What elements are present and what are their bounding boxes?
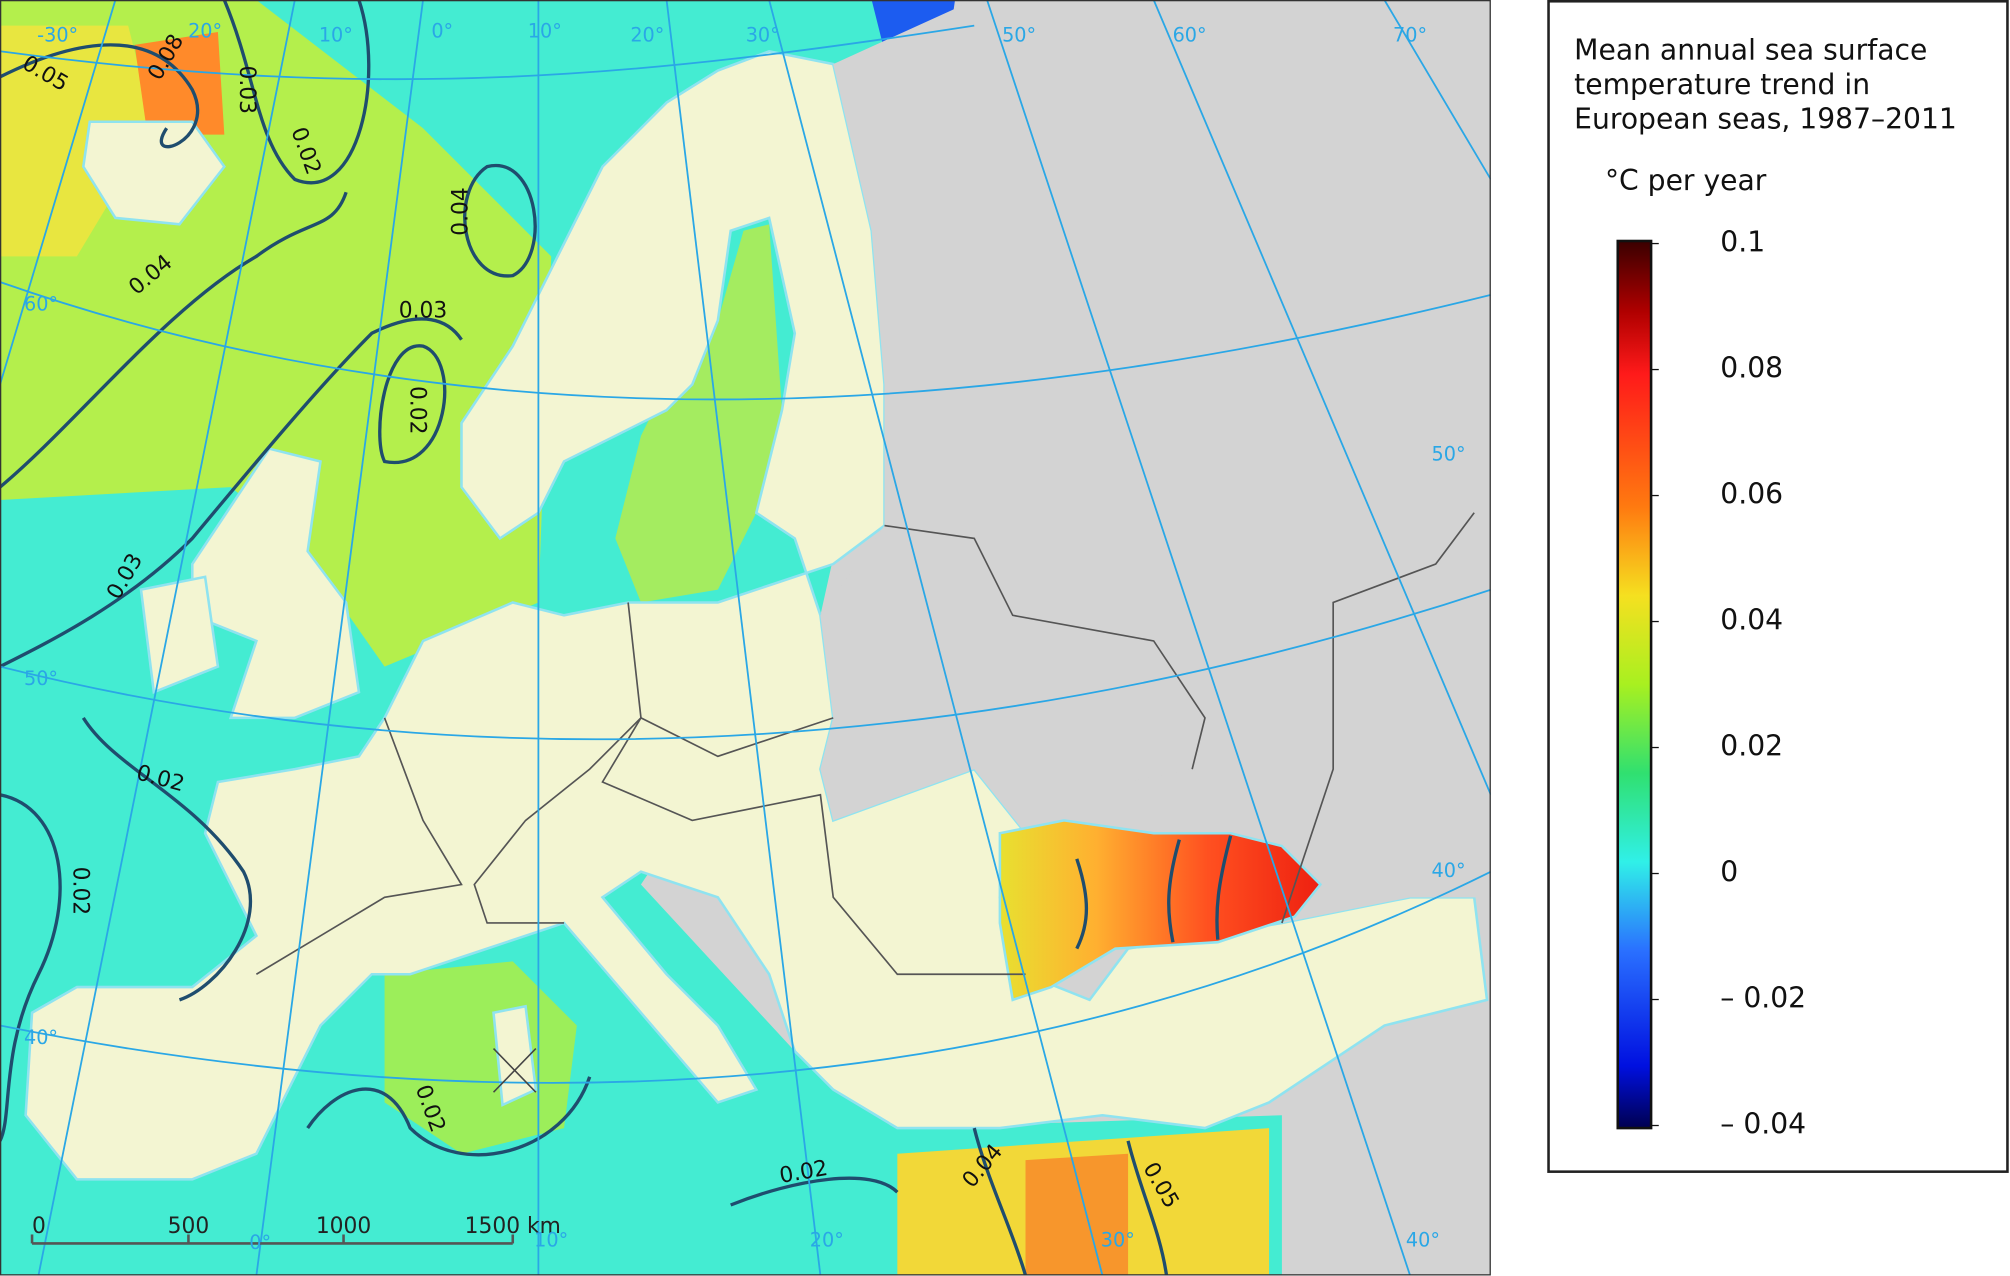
graticule-label: 20° bbox=[810, 1228, 844, 1251]
colorbar bbox=[1616, 239, 1653, 1130]
graticule bbox=[986, 0, 1411, 1276]
scale-bar-label: 1500 km bbox=[465, 1214, 561, 1239]
graticule bbox=[0, 870, 1491, 1084]
contour bbox=[0, 191, 348, 489]
graticule-label: 40° bbox=[24, 1026, 58, 1049]
graticule bbox=[665, 0, 822, 1276]
contour bbox=[1167, 839, 1181, 943]
graticule-label: 40° bbox=[1432, 859, 1466, 882]
sea-warm-patch bbox=[0, 25, 154, 257]
legend-title: Mean annual sea surface bbox=[1574, 33, 1927, 66]
contour bbox=[222, 0, 371, 185]
graticule bbox=[0, 588, 1491, 741]
graticule-label: 50° bbox=[1432, 443, 1466, 466]
graticule-label: 0° bbox=[431, 20, 453, 43]
scale-bar-label: 500 bbox=[168, 1214, 210, 1239]
graticule-label: 50° bbox=[24, 667, 58, 690]
legend-title: European seas, 1987–2011 bbox=[1574, 102, 1957, 135]
graticule bbox=[0, 0, 117, 385]
colorbar-tick-label: 0.02 bbox=[1720, 730, 1783, 763]
colorbar-tick-label: – 0.02 bbox=[1720, 982, 1806, 1015]
graticule bbox=[255, 0, 424, 1276]
graticule-label: 10° bbox=[534, 1228, 568, 1251]
marker bbox=[492, 1048, 537, 1093]
contour-label: 0.02 bbox=[67, 867, 92, 916]
contour bbox=[1215, 835, 1233, 940]
land bbox=[24, 49, 1489, 1181]
contour-label: 0.02 bbox=[405, 386, 430, 435]
graticule-label: 10° bbox=[528, 20, 562, 43]
land-east bbox=[820, 0, 1491, 923]
graticule-label: 40° bbox=[1406, 1228, 1440, 1251]
graticule bbox=[0, 24, 975, 81]
graticule-label: 60° bbox=[1173, 23, 1207, 46]
legend-title: temperature trend in bbox=[1574, 68, 1870, 101]
scale-bar: 0 500 1000 1500 km bbox=[30, 1214, 561, 1245]
land bbox=[81, 120, 226, 226]
contour bbox=[306, 1076, 592, 1157]
sea-hot-patch bbox=[1025, 1153, 1129, 1276]
contour bbox=[463, 163, 537, 278]
sea-hot-patch bbox=[134, 32, 225, 135]
legend-unit: °C per year bbox=[1605, 164, 1767, 197]
graticule-label: 50° bbox=[1002, 23, 1036, 46]
contour-label: 0.03 bbox=[399, 299, 448, 324]
graticule-label: 30° bbox=[1101, 1228, 1135, 1251]
colorbar-tick-label: 0.1 bbox=[1720, 226, 1765, 259]
map: 0 500 1000 1500 km 0.05 0.080.030.020.040.04… bbox=[0, 0, 1491, 1276]
contour bbox=[730, 1176, 899, 1207]
graticule bbox=[1383, 0, 1491, 180]
graticule-label: 10° bbox=[319, 23, 353, 46]
graticule-label: 0° bbox=[249, 1231, 271, 1254]
land bbox=[191, 447, 361, 720]
borders bbox=[884, 524, 1206, 770]
graticule bbox=[1152, 0, 1491, 796]
borders bbox=[601, 716, 1026, 976]
graticule-label: 20° bbox=[630, 23, 664, 46]
graticule-label: 70° bbox=[1393, 23, 1427, 46]
scale-bar-label: 1000 bbox=[316, 1214, 371, 1239]
scale-bar-label: 0 bbox=[32, 1214, 46, 1239]
contour-label: 0.03 bbox=[234, 65, 259, 114]
contour bbox=[0, 43, 200, 149]
baltic-sea bbox=[615, 224, 782, 603]
graticule bbox=[768, 0, 1104, 1276]
colorbar-tick-label: – 0.04 bbox=[1720, 1108, 1806, 1141]
graticule-label: 20° bbox=[188, 20, 222, 43]
contour bbox=[1075, 858, 1089, 950]
contour bbox=[1126, 1140, 1169, 1276]
map-frame bbox=[0, 0, 1491, 1276]
graticule-label: 30° bbox=[746, 23, 780, 46]
colorbar-tick-label: 0 bbox=[1720, 856, 1738, 889]
graticule-label: -30° bbox=[37, 23, 78, 46]
colorbar-tick-label: 0.08 bbox=[1720, 352, 1783, 385]
land bbox=[139, 575, 220, 695]
contour bbox=[0, 317, 463, 669]
graticule bbox=[37, 0, 296, 1276]
contour bbox=[972, 1127, 1028, 1276]
contour bbox=[81, 716, 252, 1002]
graticule-label: 60° bbox=[24, 293, 58, 316]
borders bbox=[255, 717, 463, 975]
contour bbox=[378, 344, 447, 465]
colorbar-tick-label: 0.06 bbox=[1720, 478, 1783, 511]
contour bbox=[0, 793, 62, 1142]
graticule bbox=[0, 281, 1491, 401]
borders bbox=[1281, 512, 1475, 924]
colorbar-tick-label: 0.04 bbox=[1720, 604, 1783, 637]
sea-warm-patch bbox=[384, 961, 577, 1154]
contour-label: 0.04 bbox=[448, 187, 473, 236]
